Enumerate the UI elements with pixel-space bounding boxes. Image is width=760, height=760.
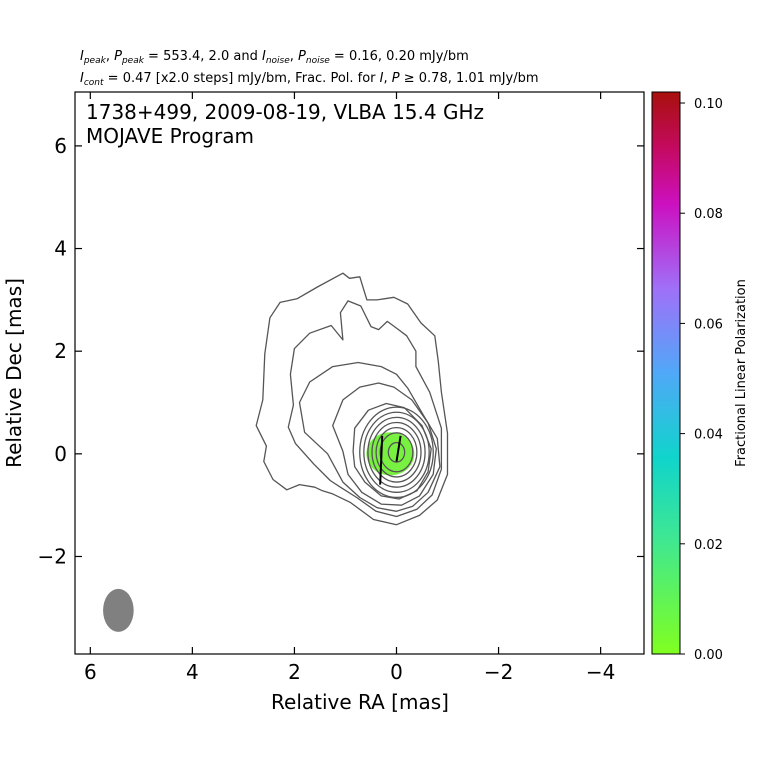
contour-level-3 [298, 361, 441, 512]
chart-title: 1738+499, 2009-08-19, VLBA 15.4 GHz [86, 100, 484, 124]
header-line-noise-levels: Ipeak, Ppeak = 553.4, 2.0 and Inoise, Pn… [80, 49, 469, 66]
header-text-segment: P [114, 49, 122, 64]
header-text-segment: , [105, 49, 115, 64]
y-tick-label: −2 [38, 544, 67, 568]
x-axis-label: Relative RA [mas] [271, 690, 449, 714]
header-text-segment: I [379, 71, 384, 86]
header-text-segment: noise [305, 56, 330, 66]
header-text-segment: peak [83, 56, 106, 66]
colorbar [651, 91, 681, 655]
header-text-segment: peak [121, 56, 144, 66]
axis-ticks: 6 4 2 0 −2 −4 −2 0 2 4 6 [38, 92, 644, 684]
header-text-segment: I [80, 49, 84, 64]
contour-core-4 [371, 421, 422, 483]
plot-frame [74, 91, 645, 655]
y-tick-label: 4 [54, 237, 67, 261]
colorbar-tick-label: 0.00 [694, 648, 723, 663]
header-text-segment: = 0.47 [x2.0 steps] mJy/bm, Frac. Pol. f… [103, 71, 380, 86]
contour-level-1 [255, 272, 449, 526]
contour-level-2 [287, 300, 443, 518]
header-text-segment: P [298, 49, 306, 64]
y-tick-label: 2 [54, 339, 67, 363]
y-tick-label: 6 [54, 134, 67, 158]
header-text-segment: P [391, 71, 400, 86]
colorbar-tick-label: 0.04 [694, 428, 723, 443]
header-text-segment: I [261, 49, 266, 64]
x-tick-label: 4 [186, 660, 199, 684]
beam-ellipse [103, 588, 134, 632]
contour-core-2 [363, 411, 430, 493]
contour-core-1 [359, 406, 434, 499]
x-tick-label: 0 [390, 660, 403, 684]
header-text-segment: I [80, 71, 84, 86]
colorbar-tick-label: 0.10 [694, 97, 723, 112]
x-tick-label: −2 [484, 660, 513, 684]
y-tick-label: 0 [54, 442, 67, 466]
header-text-segment: ≥ 0.78, 1.01 mJy/bm [399, 71, 539, 86]
contour-core-3 [367, 416, 426, 488]
contour-core-7 [387, 441, 406, 463]
evpa-stick [379, 435, 384, 485]
x-tick-label: 6 [84, 660, 97, 684]
colorbar-label: Fractional Linear Polarization [734, 279, 749, 467]
contour-level-4 [332, 382, 437, 506]
contour-core-5 [375, 427, 418, 478]
header-line-contour-levels: Icont = 0.47 [x2.0 steps] mJy/bm, Frac. … [80, 71, 539, 88]
plot-area [103, 272, 449, 632]
polarization-region [366, 432, 415, 476]
x-tick-label: −4 [586, 660, 615, 684]
colorbar-ticks: 0.00 0.02 0.04 0.06 0.08 0.10 [680, 97, 723, 663]
y-axis-label: Relative Dec [mas] [2, 278, 26, 468]
colorbar-tick-label: 0.02 [694, 538, 723, 553]
x-tick-label: 2 [288, 660, 301, 684]
header-text-segment: = 0.16, 0.20 mJy/bm [329, 49, 469, 64]
evpa-stick [395, 435, 402, 462]
header-text-segment: , [289, 49, 299, 64]
header-text-segment: cont [83, 78, 104, 88]
colorbar-tick-label: 0.08 [694, 207, 723, 222]
contour-core-6 [379, 432, 414, 473]
colorbar-tick-label: 0.06 [694, 317, 723, 332]
header-text-segment: noise [265, 56, 290, 66]
chart-subtitle: MOJAVE Program [86, 124, 254, 148]
header-text-segment: , [383, 71, 392, 86]
contour-level-5 [352, 402, 432, 500]
header-text-segment: = 553.4, 2.0 and [143, 49, 262, 64]
